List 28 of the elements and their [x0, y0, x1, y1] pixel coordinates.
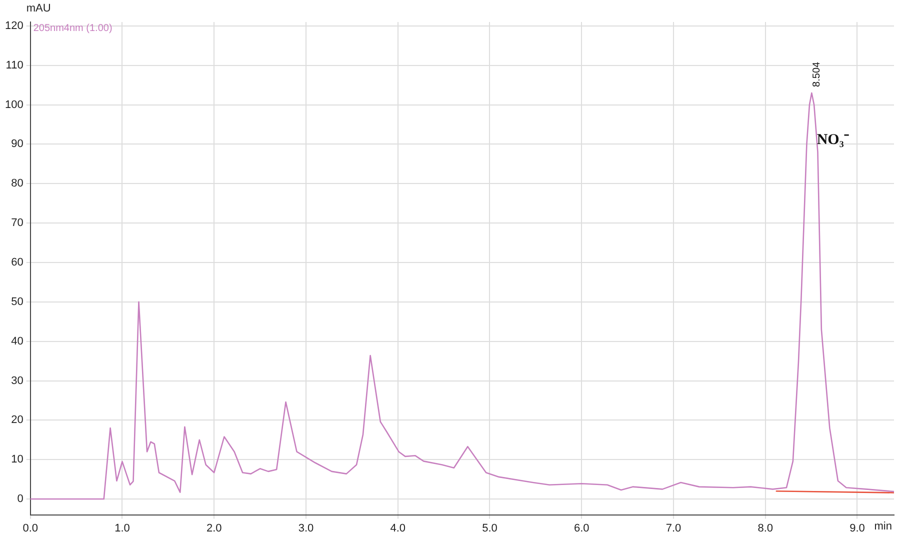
- y-tick-label: 60: [11, 256, 24, 269]
- y-tick-label: 110: [6, 59, 24, 72]
- y-axis-title: mAU: [26, 2, 51, 15]
- x-tick-label: 0.0: [22, 522, 38, 534]
- x-tick-label: 6.0: [574, 522, 590, 534]
- annotation: NO₃⁻: [816, 132, 849, 148]
- y-tick-label: 70: [11, 217, 24, 230]
- x-tick-label: 1.0: [114, 522, 130, 534]
- x-tick-label: 9.0: [850, 522, 865, 534]
- y-tick-label: 0: [17, 493, 24, 506]
- x-axis-title: min: [874, 520, 892, 532]
- y-tick-label: 50: [11, 296, 24, 308]
- y-tick-label: 120: [4, 20, 24, 32]
- x-tick-label: 2.0: [206, 522, 222, 534]
- x-tick-label: 3.0: [298, 522, 314, 534]
- annotation: 8.504: [811, 62, 822, 87]
- y-tick-label: 90: [11, 138, 24, 150]
- y-tick-label: 100: [4, 98, 24, 111]
- y-tick-label: 80: [11, 178, 24, 190]
- x-tick-label: 8.0: [758, 522, 774, 534]
- text: 205nm4nm (1.00): [33, 22, 112, 34]
- y-tick-label: 10: [11, 454, 24, 466]
- y-tick-label: 30: [11, 374, 24, 387]
- y-tick-label: 40: [11, 335, 24, 348]
- x-tick-label: 7.0: [666, 522, 682, 534]
- y-tick-label: 20: [11, 414, 24, 426]
- x-tick-label: 5.0: [482, 522, 498, 534]
- x-tick-label: 4.0: [390, 522, 406, 534]
